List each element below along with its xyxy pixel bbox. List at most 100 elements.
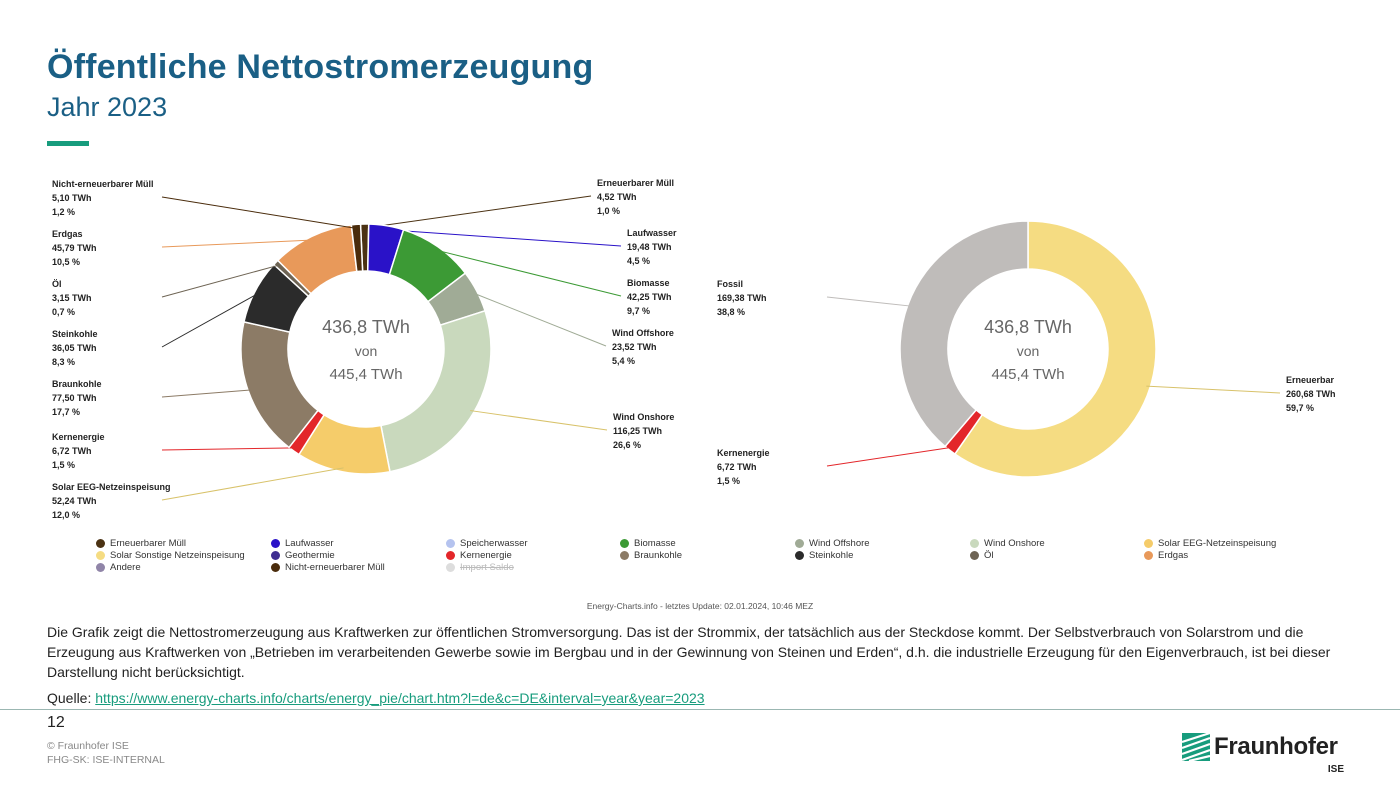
slice-nicht-erneuerbarer-muell[interactable] <box>350 223 364 273</box>
legend-label: Solar Sonstige Netzeinspeisung <box>110 550 245 561</box>
leader-solar-eeg-netzeinspeisung <box>161 467 344 501</box>
label-value-erdgas: 45,79 TWh <box>52 243 97 253</box>
leader-braunkohle <box>161 389 253 398</box>
label-value-biomasse: 42,25 TWh <box>627 292 672 302</box>
label-percent-wind-onshore: 26,6 % <box>613 440 641 450</box>
slice-fossil[interactable] <box>899 220 1029 448</box>
label-value-erneuerbarer-muell: 4,52 TWh <box>597 192 637 202</box>
legend-dot-icon <box>970 551 979 560</box>
legend-dot-icon <box>446 563 455 572</box>
label-percent-biomasse: 9,7 % <box>627 306 650 316</box>
center-text-1: 436,8 TWh <box>322 317 410 337</box>
legend-dot-icon <box>446 551 455 560</box>
slide-title: Öffentliche Nettostromerzeugung <box>47 48 594 86</box>
logo-subtext: ISE <box>1327 764 1344 775</box>
legend-item-erneuerbarer-muell[interactable]: Erneuerbarer Müll <box>96 538 186 549</box>
label-name-wind-onshore: Wind Onshore <box>613 412 674 422</box>
label-name-oel: Öl <box>52 279 62 289</box>
legend-label: Wind Onshore <box>984 538 1045 549</box>
charts-canvas: Erneuerbarer Müll 4,52 TWh 1,0 % Laufwasser… <box>52 178 1336 520</box>
label-value-wind-offshore: 23,52 TWh <box>612 342 657 352</box>
leader-biomasse <box>435 249 622 297</box>
legend-dot-icon <box>795 551 804 560</box>
label-value-fossil: 169,38 TWh <box>717 293 767 303</box>
legend-label: Wind Offshore <box>809 538 870 549</box>
label-percent-kernenergie: 1,5 % <box>717 476 740 486</box>
source-note: Energy-Charts.info - letztes Update: 02.… <box>586 601 814 611</box>
legend-item-steinkohle[interactable]: Steinkohle <box>795 550 853 561</box>
legend-label: Geothermie <box>285 550 335 561</box>
label-name-fossil: Fossil <box>717 279 743 289</box>
center-text-1: 436,8 TWh <box>984 317 1072 337</box>
label-value-solar-eeg-netzeinspeisung: 52,24 TWh <box>52 496 97 506</box>
legend-dot-icon <box>96 551 105 560</box>
label-percent-nicht-erneuerbarer-muell: 1,2 % <box>52 207 75 217</box>
legend-item-nicht-erneuerbarer-muell[interactable]: Nicht-erneuerbarer Müll <box>271 562 385 573</box>
leader-steinkohle <box>161 292 259 348</box>
label-percent-fossil: 38,8 % <box>717 307 745 317</box>
legend-item-wind-onshore[interactable]: Wind Onshore <box>970 538 1045 549</box>
legend-item-geothermie[interactable]: Geothermie <box>271 550 335 561</box>
label-name-erdgas: Erdgas <box>52 229 83 239</box>
legend-item-solar-sonstige-netzeinspeisung[interactable]: Solar Sonstige Netzeinspeisung <box>96 550 245 561</box>
classification-text: FHG-SK: ISE-INTERNAL <box>47 754 165 766</box>
legend-item-biomasse[interactable]: Biomasse <box>620 538 676 549</box>
legend-dot-icon <box>271 551 280 560</box>
label-value-steinkohle: 36,05 TWh <box>52 343 97 353</box>
label-percent-oel: 0,7 % <box>52 307 75 317</box>
legend-item-laufwasser[interactable]: Laufwasser <box>271 538 334 549</box>
legend-dot-icon <box>795 539 804 548</box>
legend-label: Erdgas <box>1158 550 1189 561</box>
fraunhofer-logo-icon <box>1182 733 1210 761</box>
leader-nicht-erneuerbarer-muell <box>161 196 357 229</box>
page-number: 12 <box>47 714 65 731</box>
label-name-laufwasser: Laufwasser <box>627 228 677 238</box>
legend-dot-icon <box>1144 539 1153 548</box>
slice-wind-onshore[interactable] <box>380 309 492 473</box>
label-percent-erdgas: 10,5 % <box>52 257 80 267</box>
legend-dot-icon <box>96 563 105 572</box>
slice-erneuerbar[interactable] <box>953 220 1157 478</box>
leader-kernenergie <box>826 446 953 467</box>
leader-wind-onshore <box>470 410 608 431</box>
legend-item-solar-eeg-netzeinspeisung[interactable]: Solar EEG-Netzeinspeisung <box>1144 538 1276 549</box>
center-text-2: von <box>355 343 378 359</box>
label-name-erneuerbarer-muell: Erneuerbarer Müll <box>597 178 674 188</box>
label-percent-erneuerbar: 59,7 % <box>1286 403 1314 413</box>
legend-item-andere[interactable]: Andere <box>96 562 141 573</box>
source-line: Quelle: https://www.energy-charts.info/c… <box>47 690 705 706</box>
label-value-kernenergie: 6,72 TWh <box>52 446 92 456</box>
label-name-kernenergie: Kernenergie <box>717 448 770 458</box>
label-percent-erneuerbarer-muell: 1,0 % <box>597 206 620 216</box>
legend-item-import-saldo[interactable]: Import Saldo <box>446 562 514 573</box>
label-name-biomasse: Biomasse <box>627 278 670 288</box>
label-name-wind-offshore: Wind Offshore <box>612 328 674 338</box>
label-value-nicht-erneuerbarer-muell: 5,10 TWh <box>52 193 92 203</box>
source-label: Quelle: <box>47 690 92 706</box>
legend-label: Erneuerbarer Müll <box>110 538 187 549</box>
legend-label: Andere <box>110 562 141 573</box>
legend-item-wind-offshore[interactable]: Wind Offshore <box>795 538 870 549</box>
label-percent-laufwasser: 4,5 % <box>627 256 650 266</box>
slide-subtitle: Jahr 2023 <box>47 92 168 122</box>
leader-erneuerbarer-muell <box>364 195 592 229</box>
label-percent-steinkohle: 8,3 % <box>52 357 75 367</box>
legend-label: Öl <box>984 550 994 561</box>
legend-item-erdgas[interactable]: Erdgas <box>1144 550 1188 561</box>
legend-item-speicherwasser[interactable]: Speicherwasser <box>446 538 528 549</box>
legend-label: Speicherwasser <box>460 538 528 549</box>
source-link[interactable]: https://www.energy-charts.info/charts/en… <box>95 690 705 706</box>
legend-item-oel[interactable]: Öl <box>970 550 994 561</box>
copyright: © Fraunhofer ISE FHG-SK: ISE-INTERNAL <box>47 739 165 767</box>
center-text-3: 445,4 TWh <box>329 366 402 383</box>
legend-item-braunkohle[interactable]: Braunkohle <box>620 550 682 561</box>
leader-kernenergie <box>161 447 297 451</box>
legend-item-kernenergie[interactable]: Kernenergie <box>446 550 512 561</box>
label-name-nicht-erneuerbarer-muell: Nicht-erneuerbarer Müll <box>52 179 154 189</box>
legend-label: Steinkohle <box>809 550 854 561</box>
label-percent-wind-offshore: 5,4 % <box>612 356 635 366</box>
leader-laufwasser <box>385 229 622 247</box>
footer-divider <box>0 709 1400 710</box>
leader-wind-offshore <box>473 292 607 347</box>
label-value-kernenergie: 6,72 TWh <box>717 462 757 472</box>
